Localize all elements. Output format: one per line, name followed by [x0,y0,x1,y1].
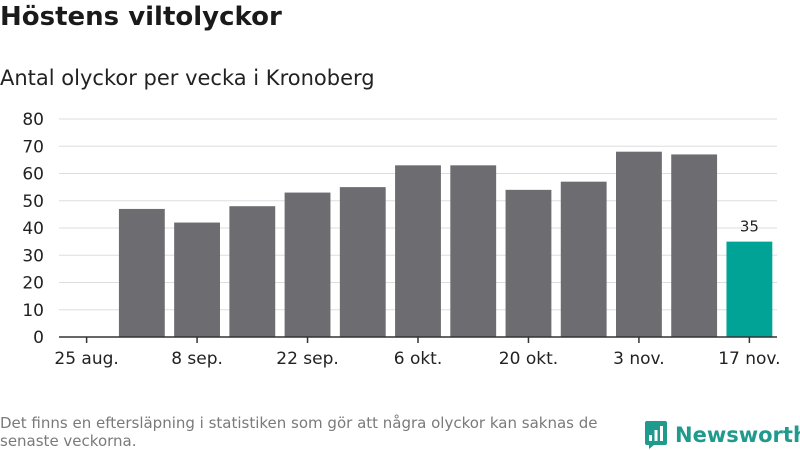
y-tick-label: 50 [22,192,44,212]
y-tick-label: 80 [22,110,44,130]
chart-subtitle: Antal olyckor per vecka i Kronoberg [0,66,375,90]
brand-name: Newsworthy [675,423,800,447]
chart-title: Höstens viltolyckor [0,2,282,32]
bar [229,206,276,337]
y-tick-label: 40 [22,219,44,239]
footnote: Det finns en eftersläpning i statistiken… [0,414,598,450]
newsworthy-logo-icon [645,421,667,449]
bar [616,151,662,337]
bar [284,192,331,337]
y-tick-label: 0 [33,328,44,348]
x-tick-label: 3 nov. [613,349,665,369]
x-tick-label: 22 sep. [276,349,339,369]
y-tick-label: 30 [22,246,44,266]
x-tick-label: 20 okt. [499,349,558,369]
bar [560,181,607,337]
x-tick-label: 17 nov. [718,349,780,369]
x-tick-label: 6 okt. [394,349,443,369]
bar [174,222,220,337]
data-label: 35 [740,218,759,236]
bar [726,241,773,337]
bar [339,187,386,337]
x-tick-label: 25 aug. [54,349,118,369]
y-tick-label: 10 [22,301,44,321]
bar [118,208,165,337]
y-tick-label: 20 [22,274,44,294]
bar [450,165,497,337]
x-tick-label: 8 sep. [171,349,223,369]
bar [505,189,552,337]
newsworthy-logo[interactable]: Newsworthy [644,420,800,450]
bar [671,154,718,337]
bar [395,165,441,337]
y-tick-label: 70 [22,137,44,157]
y-tick-label: 60 [22,165,44,185]
